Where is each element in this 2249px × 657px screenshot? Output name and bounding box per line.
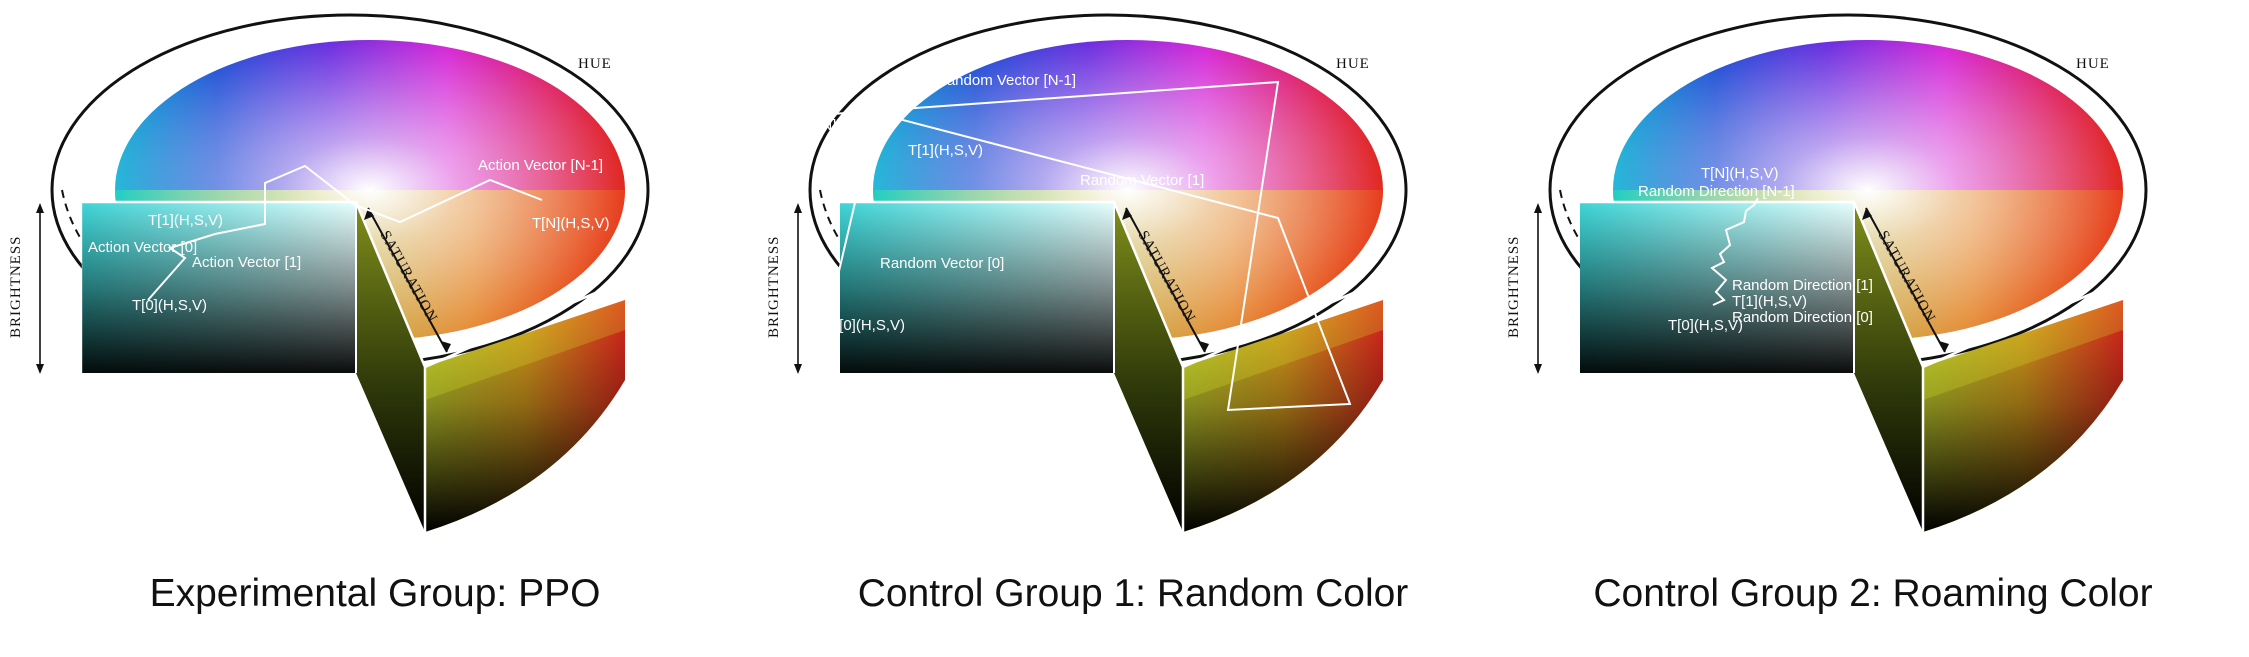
panel-caption: Control Group 1: Random Color xyxy=(857,572,1409,615)
label-t0: T[0](H,S,V) xyxy=(1668,317,1743,334)
label-random-vector-n-1: Random Vector [N-1] xyxy=(936,72,1076,89)
saturation-arrow xyxy=(1865,207,1946,353)
panel-caption: Control Group 2: Roaming Color xyxy=(1593,572,2153,615)
hue-axis-label: HUE xyxy=(2076,56,2110,72)
label-action-vector-0: Action Vector [0] xyxy=(88,239,197,256)
brightness-axis-label: BRIGHTNESS xyxy=(766,235,782,338)
hsv-cylinder-diagram: HUE SATURATION BRIGHTNESS Random Vector … xyxy=(766,13,1408,532)
panel-ppo: HUE SATURATION BRIGH xyxy=(0,0,750,657)
label-tn: T[N](H,S,V) xyxy=(1701,165,1779,182)
label-random-vector-0: Random Vector [0] xyxy=(880,255,1004,272)
label-t1: T[1](H,S,V) xyxy=(1732,293,1807,310)
label-random-direction-0: Random Direction [0] xyxy=(1732,309,1873,326)
brightness-axis-label: BRIGHTNESS xyxy=(8,235,24,338)
label-t1: T[1](H,S,V) xyxy=(148,212,223,229)
label-random-direction-1: Random Direction [1] xyxy=(1732,277,1873,294)
hue-axis-label: HUE xyxy=(1336,56,1370,72)
label-random-vector-1: Random Vector [1] xyxy=(1080,172,1204,189)
panel-random-color: HUE SATURATION BRIGHTNESS Random Vector … xyxy=(758,0,1508,657)
random-vector-path xyxy=(817,80,1352,412)
hsv-cylinder-diagram: HUE SATURATION BRIGH xyxy=(8,13,650,532)
label-tn: T[N](H,S,V) xyxy=(532,215,610,232)
label-random-direction-n-1: Random Direction [N-1] xyxy=(1638,183,1795,200)
label-t1: T[1](H,S,V) xyxy=(908,142,983,159)
label-action-vector-n-1: Action Vector [N-1] xyxy=(478,157,603,174)
action-vector-path xyxy=(147,164,543,301)
hue-axis-label: HUE xyxy=(578,56,612,72)
panel-roaming-color: HUE SATURATION BRIGHTNESS T[N](H,S,V) Ra… xyxy=(1498,0,2248,657)
panel-caption: Experimental Group: PPO xyxy=(149,572,601,615)
label-t0: T[0](H,S,V) xyxy=(830,317,905,334)
saturation-arrow xyxy=(367,207,448,353)
label-tn: T[N](H,S,V) xyxy=(808,117,886,134)
roaming-path xyxy=(1710,197,1759,306)
hsv-cylinder-diagram: HUE SATURATION BRIGHTNESS T[N](H,S,V) Ra… xyxy=(1506,13,2148,532)
label-t0: T[0](H,S,V) xyxy=(132,297,207,314)
label-action-vector-1: Action Vector [1] xyxy=(192,254,301,271)
saturation-arrow xyxy=(1125,207,1206,353)
brightness-axis-label: BRIGHTNESS xyxy=(1506,235,1522,338)
